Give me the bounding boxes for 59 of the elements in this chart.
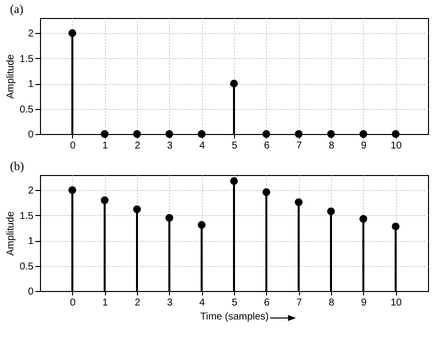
x-tick-label: 2: [134, 298, 141, 308]
chart-title: (b): [10, 159, 24, 173]
chart-title: (a): [10, 2, 24, 16]
point: [165, 214, 174, 222]
point: [165, 130, 174, 138]
x-tick-label: 0: [70, 140, 76, 152]
point: [230, 80, 238, 88]
y-tick-label: 2: [28, 28, 34, 40]
point: [327, 130, 335, 138]
y-axis-title: Amplitude: [6, 210, 17, 256]
point: [262, 130, 270, 138]
y-tick-label: 0: [28, 286, 34, 298]
x-tick-label: 8: [328, 298, 335, 308]
x-tick-label: 2: [134, 140, 141, 152]
y-tick-label: 0.5: [20, 261, 34, 272]
x-tick-label: 3: [167, 298, 174, 308]
point: [359, 215, 368, 223]
x-tick-label: 6: [264, 140, 270, 152]
x-tick-label: 1: [102, 298, 108, 308]
point: [68, 186, 76, 194]
x-tick-label: 8: [328, 140, 335, 152]
x-tick-label: 5: [232, 140, 238, 152]
point: [359, 130, 368, 138]
point: [262, 188, 270, 196]
point: [100, 196, 109, 204]
y-tick-label: 0: [28, 130, 34, 140]
y-tick-label: 0.5: [20, 104, 34, 116]
x-tick-label: 7: [296, 298, 302, 308]
point: [294, 198, 303, 206]
point: [230, 177, 238, 185]
x-axis-title: Time (samples): [200, 312, 269, 322]
point: [392, 130, 400, 138]
x-tick-label: 3: [167, 140, 174, 152]
x-tick-label: 10: [390, 298, 402, 308]
point: [392, 222, 400, 230]
y-axis-title: Amplitude: [6, 54, 17, 99]
x-tick-label: 0: [70, 298, 76, 308]
x-tick-label: 4: [199, 140, 206, 152]
x-tick-label: 9: [361, 298, 368, 308]
x-tick-label: 9: [361, 140, 368, 152]
x-tick-label: 1: [102, 140, 108, 152]
point: [68, 29, 76, 37]
x-tick-label: 6: [264, 298, 270, 308]
y-tick-label: 1.5: [20, 54, 34, 65]
y-tick-label: 2: [28, 186, 34, 197]
y-tick-label: 1: [28, 79, 34, 90]
point: [198, 221, 206, 229]
x-tick-label: 7: [296, 140, 302, 152]
y-tick-label: 1: [28, 236, 34, 248]
point: [133, 130, 141, 138]
point: [133, 205, 141, 214]
y-tick-label: 1.5: [20, 210, 34, 222]
x-tick-label: 10: [390, 140, 402, 152]
x-tick-label: 5: [232, 298, 238, 308]
point: [198, 130, 206, 138]
point: [100, 130, 109, 138]
point: [327, 207, 335, 216]
x-tick-label: 4: [199, 298, 206, 308]
point: [294, 130, 303, 138]
